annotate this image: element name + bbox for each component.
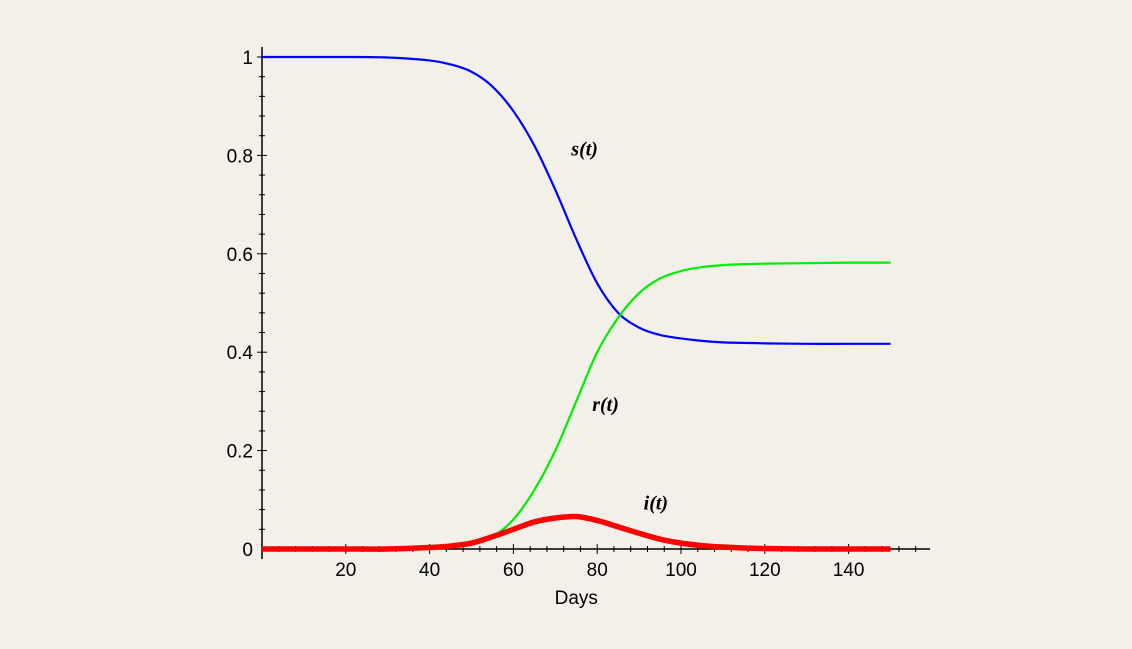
series-group — [262, 55, 891, 552]
y-tick-label: 1 — [242, 48, 253, 69]
curve-label: i(t) — [644, 493, 668, 515]
y-tick-label: 0.4 — [227, 343, 254, 364]
x-tick-label: 60 — [503, 560, 524, 581]
curve-label: s(t) — [570, 138, 598, 160]
x-tick-label: 80 — [587, 560, 608, 581]
x-tick-label: 140 — [833, 560, 865, 581]
series-line-st — [262, 55, 891, 345]
x-tick-label: 120 — [749, 560, 781, 581]
y-tick-label: 0.8 — [227, 146, 253, 167]
labels: s(t) r(t) i(t) — [570, 138, 668, 514]
series-line-rt — [262, 261, 891, 551]
curve-label: r(t) — [592, 394, 619, 416]
y-tick-label: 0.6 — [227, 245, 253, 266]
y-tick-label: 0 — [242, 540, 253, 561]
x-tick-label: 40 — [419, 560, 440, 581]
x-tick-label: 20 — [335, 560, 356, 581]
x-tick-label: 100 — [665, 560, 697, 581]
axes — [261, 47, 930, 559]
series-line-it — [262, 513, 891, 552]
y-tick-label: 0.2 — [227, 442, 253, 463]
ticks: 20 40 60 80 100 120 140 0 0.2 0.4 0.6 0.8 1 — [227, 48, 917, 581]
x-axis-title: Days — [555, 588, 598, 609]
